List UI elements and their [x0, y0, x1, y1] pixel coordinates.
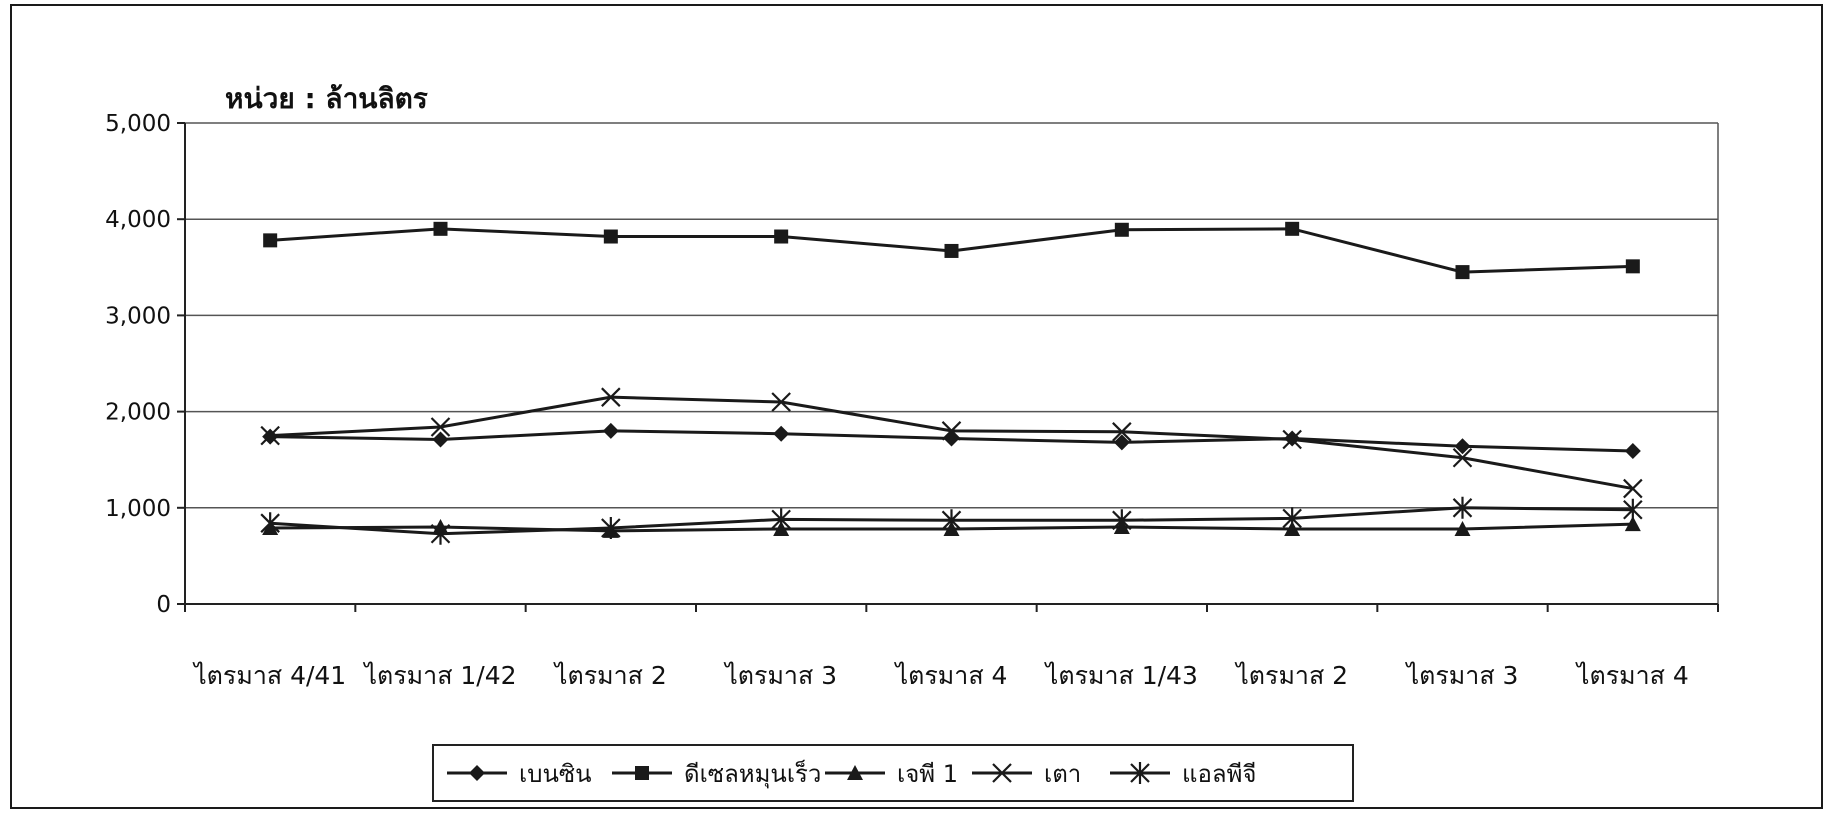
data-point — [941, 421, 962, 441]
data-point — [1454, 438, 1471, 455]
legend-label: แอลพีจี — [1182, 760, 1256, 788]
data-point — [430, 522, 451, 545]
data-point — [260, 425, 280, 446]
data-point — [1114, 222, 1129, 237]
data-point — [602, 422, 619, 439]
legend-item: แอลพีจี — [1110, 760, 1256, 788]
data-point — [1285, 221, 1300, 236]
data-point — [941, 509, 962, 532]
legend: เบนซิน ดีเซลหมุนเร็ว เจพี 1 เตา แอลพีจี — [432, 744, 1354, 802]
series-2 — [263, 221, 1640, 280]
data-point — [433, 221, 448, 236]
unit-label: หน่วย : ล้านลิตร — [225, 82, 428, 115]
legend-marker — [635, 766, 649, 780]
x-tick-label: ไตรมาส 2 — [553, 661, 667, 690]
data-point — [1623, 478, 1643, 499]
x-tick-label: ไตรมาส 3 — [1405, 661, 1519, 690]
series-5 — [260, 496, 1643, 545]
data-point — [603, 229, 618, 244]
y-tick-label: 1,000 — [105, 496, 171, 522]
data-point — [1452, 447, 1473, 468]
data-point — [774, 229, 789, 244]
data-point — [1452, 496, 1473, 519]
y-tick-label: 4,000 — [105, 207, 171, 233]
legend-box — [432, 744, 1354, 802]
data-point — [943, 430, 960, 447]
chart-frame — [10, 4, 1823, 809]
data-point — [263, 233, 278, 248]
data-point — [1624, 443, 1641, 460]
legend-label: เจพี 1 — [897, 760, 958, 788]
x-tick-label: ไตรมาส 2 — [1234, 661, 1348, 690]
legend-marker — [1130, 762, 1150, 784]
data-point — [1113, 434, 1130, 451]
data-point — [601, 517, 621, 540]
axes — [184, 123, 1719, 605]
data-point — [1623, 498, 1643, 521]
data-point — [1454, 520, 1471, 536]
legend-label: ดีเซลหมุนเร็ว — [684, 759, 821, 789]
x-tick-label: ไตรมาส 4/41 — [192, 661, 346, 690]
x-tick-label: ไตรมาส 4 — [894, 661, 1008, 690]
data-point — [1625, 259, 1640, 274]
y-axis-ticks: 0 1,000 2,000 3,000 4,000 5,000 — [105, 111, 185, 618]
data-point — [1624, 516, 1641, 532]
legend-item: เจพี 1 — [825, 760, 958, 788]
x-axis-ticks: ไตรมาส 4/41 ไตรมาส 1/42 ไตรมาส 2 ไตรมาส 3 ไต… — [184, 604, 1719, 690]
legend-item: เบนซิน — [447, 760, 592, 788]
legend-marker — [992, 763, 1012, 783]
legend-marker — [847, 765, 863, 780]
y-tick-label: 2,000 — [105, 400, 171, 426]
data-point — [430, 417, 451, 437]
y-tick-label: 5,000 — [105, 111, 171, 137]
legend-item: เตา — [972, 760, 1081, 788]
gridlines — [185, 122, 1718, 509]
x-tick-label: ไตรมาส 3 — [723, 661, 837, 690]
data-point — [1282, 507, 1302, 530]
data-point — [601, 387, 621, 407]
legend-label: เบนซิน — [519, 760, 592, 788]
data-point — [1112, 509, 1132, 532]
legend-marker — [469, 765, 485, 781]
data-point — [771, 392, 791, 412]
legend-label: เตา — [1044, 760, 1081, 788]
y-tick-label: 3,000 — [105, 303, 171, 329]
data-point — [1112, 422, 1132, 442]
x-tick-label: ไตรมาส 4 — [1575, 661, 1689, 690]
data-point — [771, 508, 791, 531]
data-point — [260, 512, 280, 535]
series-4 — [260, 387, 1643, 499]
y-tick-label: 0 — [156, 592, 171, 618]
x-tick-label: ไตรมาส 1/42 — [362, 661, 516, 690]
data-point — [1282, 429, 1302, 450]
series-group — [260, 221, 1643, 545]
x-tick-label: ไตรมาส 1/43 — [1044, 661, 1198, 690]
data-point — [773, 425, 790, 442]
data-point — [944, 243, 959, 258]
data-point — [432, 431, 449, 448]
legend-item: ดีเซลหมุนเร็ว — [612, 759, 821, 789]
data-point — [1455, 265, 1470, 280]
